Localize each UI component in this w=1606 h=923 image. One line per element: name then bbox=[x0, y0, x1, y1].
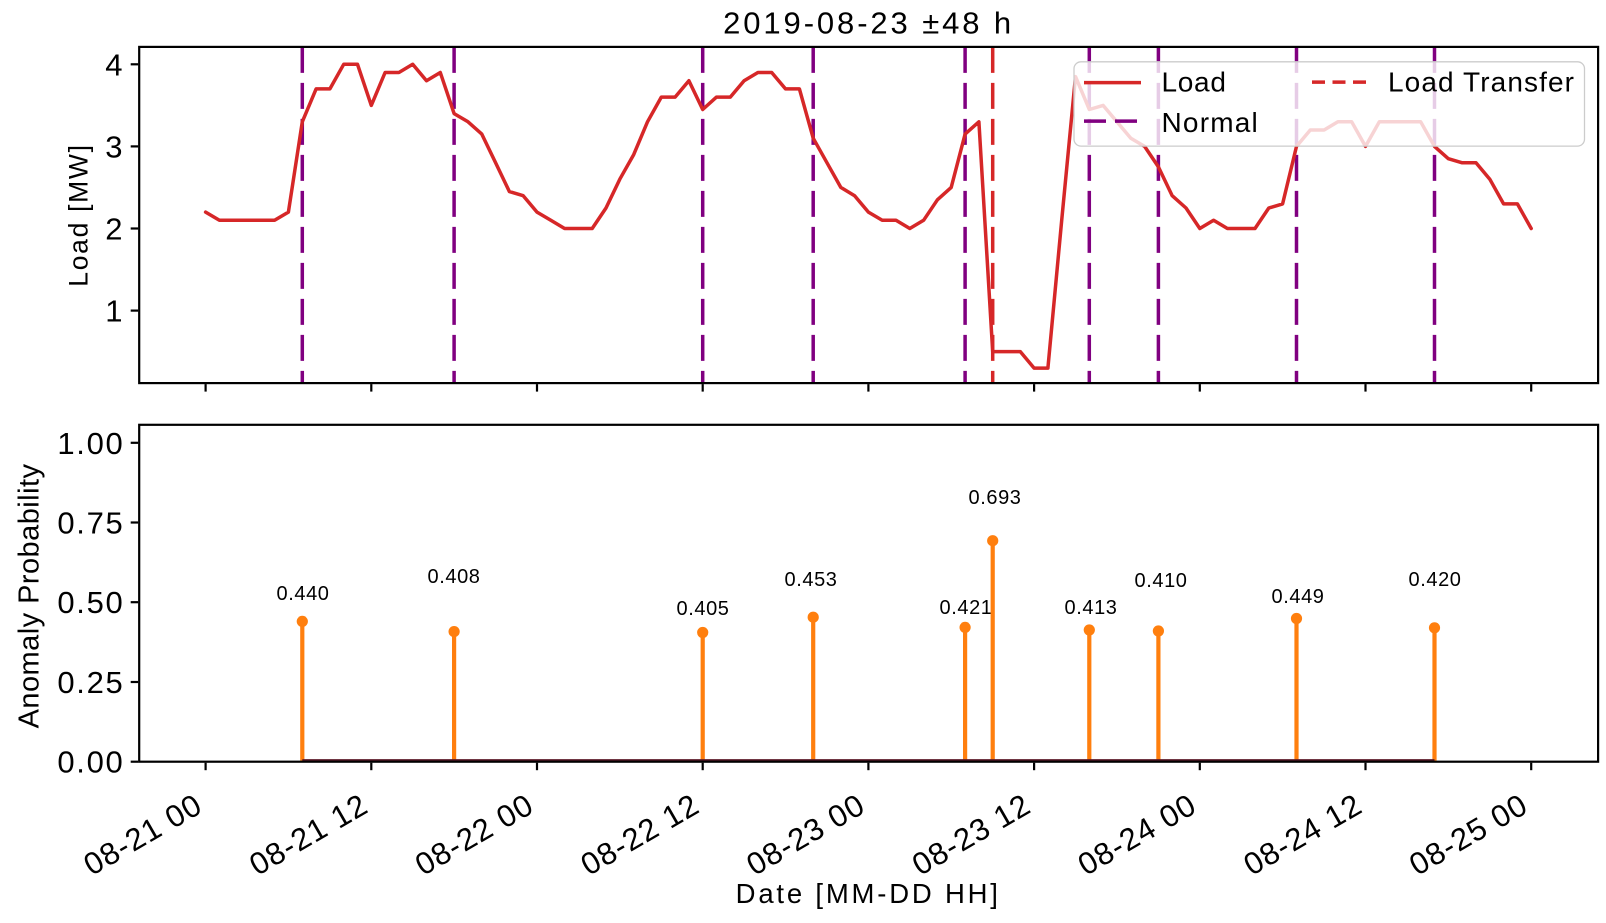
svg-text:2019-08-23 ±48 h: 2019-08-23 ±48 h bbox=[723, 6, 1014, 41]
svg-text:Load [MW]: Load [MW] bbox=[64, 143, 94, 286]
svg-text:0.75: 0.75 bbox=[57, 506, 124, 541]
svg-text:0.421: 0.421 bbox=[939, 597, 992, 619]
svg-text:0.50: 0.50 bbox=[57, 585, 124, 620]
svg-text:4: 4 bbox=[105, 47, 122, 82]
svg-text:Load: Load bbox=[1162, 67, 1227, 98]
svg-text:0.00: 0.00 bbox=[57, 745, 124, 780]
svg-text:0.408: 0.408 bbox=[427, 566, 480, 588]
svg-text:0.420: 0.420 bbox=[1408, 569, 1461, 591]
svg-text:0.693: 0.693 bbox=[968, 487, 1021, 509]
svg-text:3: 3 bbox=[105, 129, 122, 164]
svg-text:0.453: 0.453 bbox=[784, 569, 837, 591]
svg-text:0.25: 0.25 bbox=[57, 665, 124, 700]
svg-text:0.440: 0.440 bbox=[276, 583, 329, 605]
svg-text:1: 1 bbox=[105, 294, 122, 329]
svg-text:0.405: 0.405 bbox=[676, 598, 729, 620]
svg-text:0.449: 0.449 bbox=[1271, 586, 1324, 608]
svg-text:Load Transfer: Load Transfer bbox=[1388, 67, 1575, 98]
svg-text:1.00: 1.00 bbox=[57, 426, 124, 461]
svg-text:Date [MM-DD HH]: Date [MM-DD HH] bbox=[736, 878, 1001, 909]
svg-text:Normal: Normal bbox=[1162, 107, 1259, 138]
svg-text:Anomaly Probability: Anomaly Probability bbox=[14, 464, 46, 729]
svg-text:2: 2 bbox=[105, 212, 122, 247]
svg-text:0.413: 0.413 bbox=[1064, 597, 1117, 619]
svg-text:0.410: 0.410 bbox=[1134, 570, 1187, 592]
